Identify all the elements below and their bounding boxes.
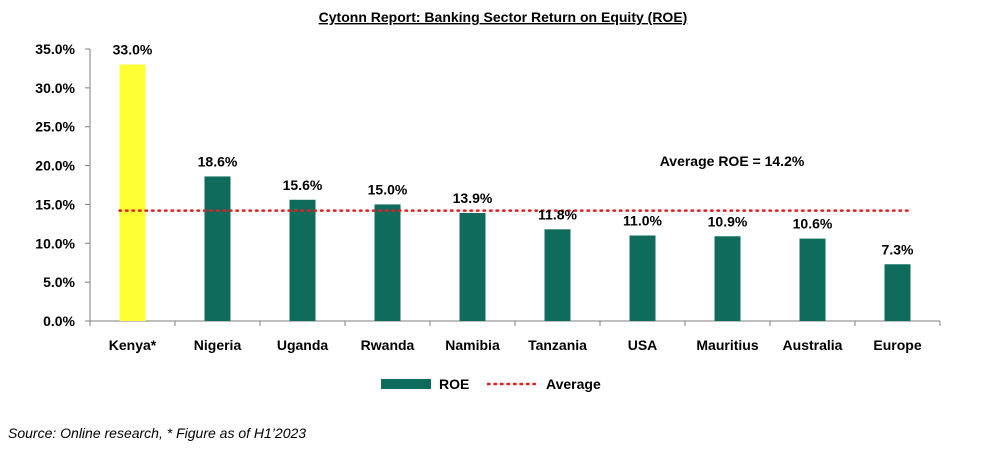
bar-usa	[629, 235, 656, 321]
bar-europe	[884, 264, 911, 321]
data-label: 10.6%	[793, 216, 833, 232]
data-label: 11.0%	[623, 213, 662, 229]
bar-australia	[799, 238, 826, 321]
y-tick-label: 25.0%	[35, 119, 75, 135]
average-annotation: Average ROE = 14.2%	[660, 153, 805, 169]
category-label: Europe	[873, 337, 921, 353]
data-label: 18.6%	[198, 153, 238, 169]
bar-uganda	[289, 199, 316, 321]
category-label: Uganda	[277, 337, 329, 353]
data-labels: 33.0% 18.6% 15.6% 15.0% 13.9% 11.8% 11.0% 10.9%…	[113, 42, 914, 258]
data-label: 10.9%	[708, 213, 748, 229]
legend-label-roe: ROE	[439, 376, 469, 392]
category-label: Tanzania	[528, 337, 587, 353]
bar-namibia	[459, 212, 486, 321]
bar-rwanda	[374, 204, 401, 321]
y-axis-ticks: 0.0% 5.0% 10.0% 15.0% 20.0% 25.0% 30.0% 35.0%	[35, 41, 941, 329]
legend: ROE Average	[381, 376, 601, 392]
y-tick-label: 0.0%	[43, 313, 75, 329]
y-tick-label: 10.0%	[35, 235, 75, 251]
data-label: 15.0%	[368, 181, 408, 197]
category-label: Mauritius	[696, 337, 758, 353]
y-tick-label: 5.0%	[43, 274, 75, 290]
data-label: 7.3%	[882, 241, 914, 257]
bar-nigeria	[204, 176, 231, 321]
bar-mauritius	[714, 236, 741, 321]
category-label: USA	[628, 337, 658, 353]
y-tick-label: 30.0%	[35, 80, 75, 96]
category-labels: Kenya* Nigeria Uganda Rwanda Namibia Tanzania…	[109, 337, 922, 353]
bar-kenya	[119, 64, 146, 322]
bar-tanzania	[544, 229, 571, 321]
bars	[119, 64, 911, 322]
y-tick-label: 15.0%	[35, 196, 75, 212]
category-label: Namibia	[445, 337, 500, 353]
source-note: Source: Online research, * Figure as of …	[8, 425, 307, 441]
legend-swatch-roe	[381, 379, 431, 389]
y-tick-label: 20.0%	[35, 158, 75, 174]
data-label: 33.0%	[113, 42, 153, 58]
category-label: Rwanda	[361, 337, 415, 353]
legend-label-average: Average	[546, 376, 601, 392]
data-label: 15.6%	[283, 177, 323, 193]
category-label: Australia	[783, 337, 843, 353]
chart-title: Cytonn Report: Banking Sector Return on …	[319, 9, 688, 25]
data-label: 13.9%	[453, 190, 493, 206]
data-label: 11.8%	[538, 206, 577, 222]
category-label: Kenya*	[109, 337, 157, 353]
category-label: Nigeria	[194, 337, 242, 353]
y-tick-label: 35.0%	[35, 41, 75, 57]
